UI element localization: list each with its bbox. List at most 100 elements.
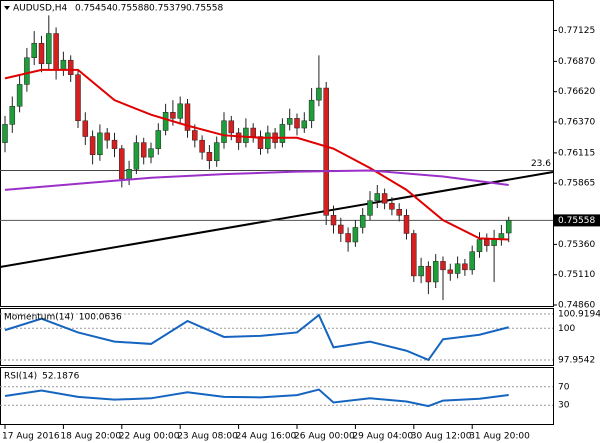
candle-body [447,269,454,274]
candle-body [97,132,103,155]
header-open: 0.75454 [75,4,112,14]
rsi-panel-frame [0,367,554,425]
candle-body [374,193,381,202]
symbol-marker [4,6,10,10]
candle-body [9,105,16,125]
candle-body [294,118,300,129]
candle-body [359,215,366,228]
main-panel-frame [0,0,554,307]
candle-body [491,239,497,246]
indicator-line [4,388,509,408]
candle-body [323,87,329,216]
last-price-label: 0.75558 [558,216,595,226]
indicator-tick-label: 97.9542 [558,356,595,366]
candle-body [2,124,8,143]
candle-body [170,112,176,119]
candle-body [89,136,96,155]
candle-body [133,142,140,170]
candle-body [338,224,344,234]
candle-body [155,130,162,149]
candle-body [148,148,154,158]
y-tick-label: 0.74860 [558,301,595,311]
x-tick-label: 17 Aug 2016 [2,432,60,442]
candle-body [425,265,432,283]
candle-body [505,220,512,234]
candle-body [38,42,45,65]
candle-body [213,142,220,162]
candle-body [24,57,30,85]
y-tick-label: 0.76620 [558,87,595,97]
candle-body [184,103,191,131]
x-tick-label: 18 Aug 20:00 [60,432,121,442]
indicator-title: Momentum(14) [4,313,74,323]
x-tick-label: 29 Aug 04:00 [352,432,413,442]
candle-body [60,59,67,71]
y-tick-label: 0.77125 [558,26,595,36]
candle-body [330,215,337,226]
indicator-tick-label: 30 [558,401,570,411]
y-tick-label: 0.76870 [558,57,595,67]
x-tick-label: 22 Aug 00:00 [119,432,180,442]
candle-body [75,74,81,122]
candle-body [119,148,125,180]
moving-average [4,68,509,241]
candle-body [345,233,351,243]
candle-body [381,193,388,204]
candle-body [462,263,468,271]
x-tick-label: 26 Aug 00:00 [294,432,355,442]
indicator-line [4,313,509,362]
candle-body [221,120,227,143]
indicator-last-value: 100.0636 [79,313,122,323]
candle-body [257,136,264,149]
header-high: 0.75588 [112,4,149,14]
x-tick-label: 23 Aug 08:00 [177,432,238,442]
candle-body [265,132,271,149]
fib-level-label: 23.6 [531,159,551,169]
symbol-title: AUDUSD,H4 [13,4,68,14]
candle-body [476,239,483,252]
candle-body [235,132,242,143]
candle-body [199,139,205,153]
candle-body [177,103,183,119]
candle-body [46,33,52,65]
candle-body [67,59,74,75]
y-tick-label: 0.76370 [558,117,595,127]
candle-body [484,239,490,246]
candle-body [440,261,446,271]
x-tick-label: 30 Aug 12:00 [411,432,472,442]
candle-body [403,215,410,234]
header-close: 0.75558 [186,4,223,14]
candle-body [250,127,256,137]
candle-body [228,120,235,134]
candle-body [352,227,359,243]
x-tick-label: 31 Aug 20:00 [469,432,530,442]
candle-body [104,132,110,141]
x-tick-label: 24 Aug 16:00 [236,432,297,442]
candle-body [82,120,89,137]
last-price-box [554,214,600,227]
candle-body [432,261,439,283]
candle-body [192,130,198,141]
moving-average [4,169,509,191]
candle-body [308,99,315,122]
candle-body [126,169,132,180]
indicator-tick-label: 70 [558,382,570,392]
candle-body [111,139,118,149]
y-tick-label: 0.76115 [558,148,595,158]
candle-body [279,124,286,143]
y-tick-label: 0.75110 [558,270,595,280]
candle-body [162,112,169,131]
candle-body [31,42,37,59]
candle-body [418,265,424,277]
trend-line [0,171,554,268]
candle-body [411,233,417,277]
indicator-last-value: 52.1876 [42,372,79,382]
candle-body [301,120,308,129]
indicator-tick-label: 100 [558,324,575,334]
candle-body [316,87,322,101]
candle-body [469,251,475,271]
candle-body [367,200,373,216]
candle-body [454,263,461,274]
